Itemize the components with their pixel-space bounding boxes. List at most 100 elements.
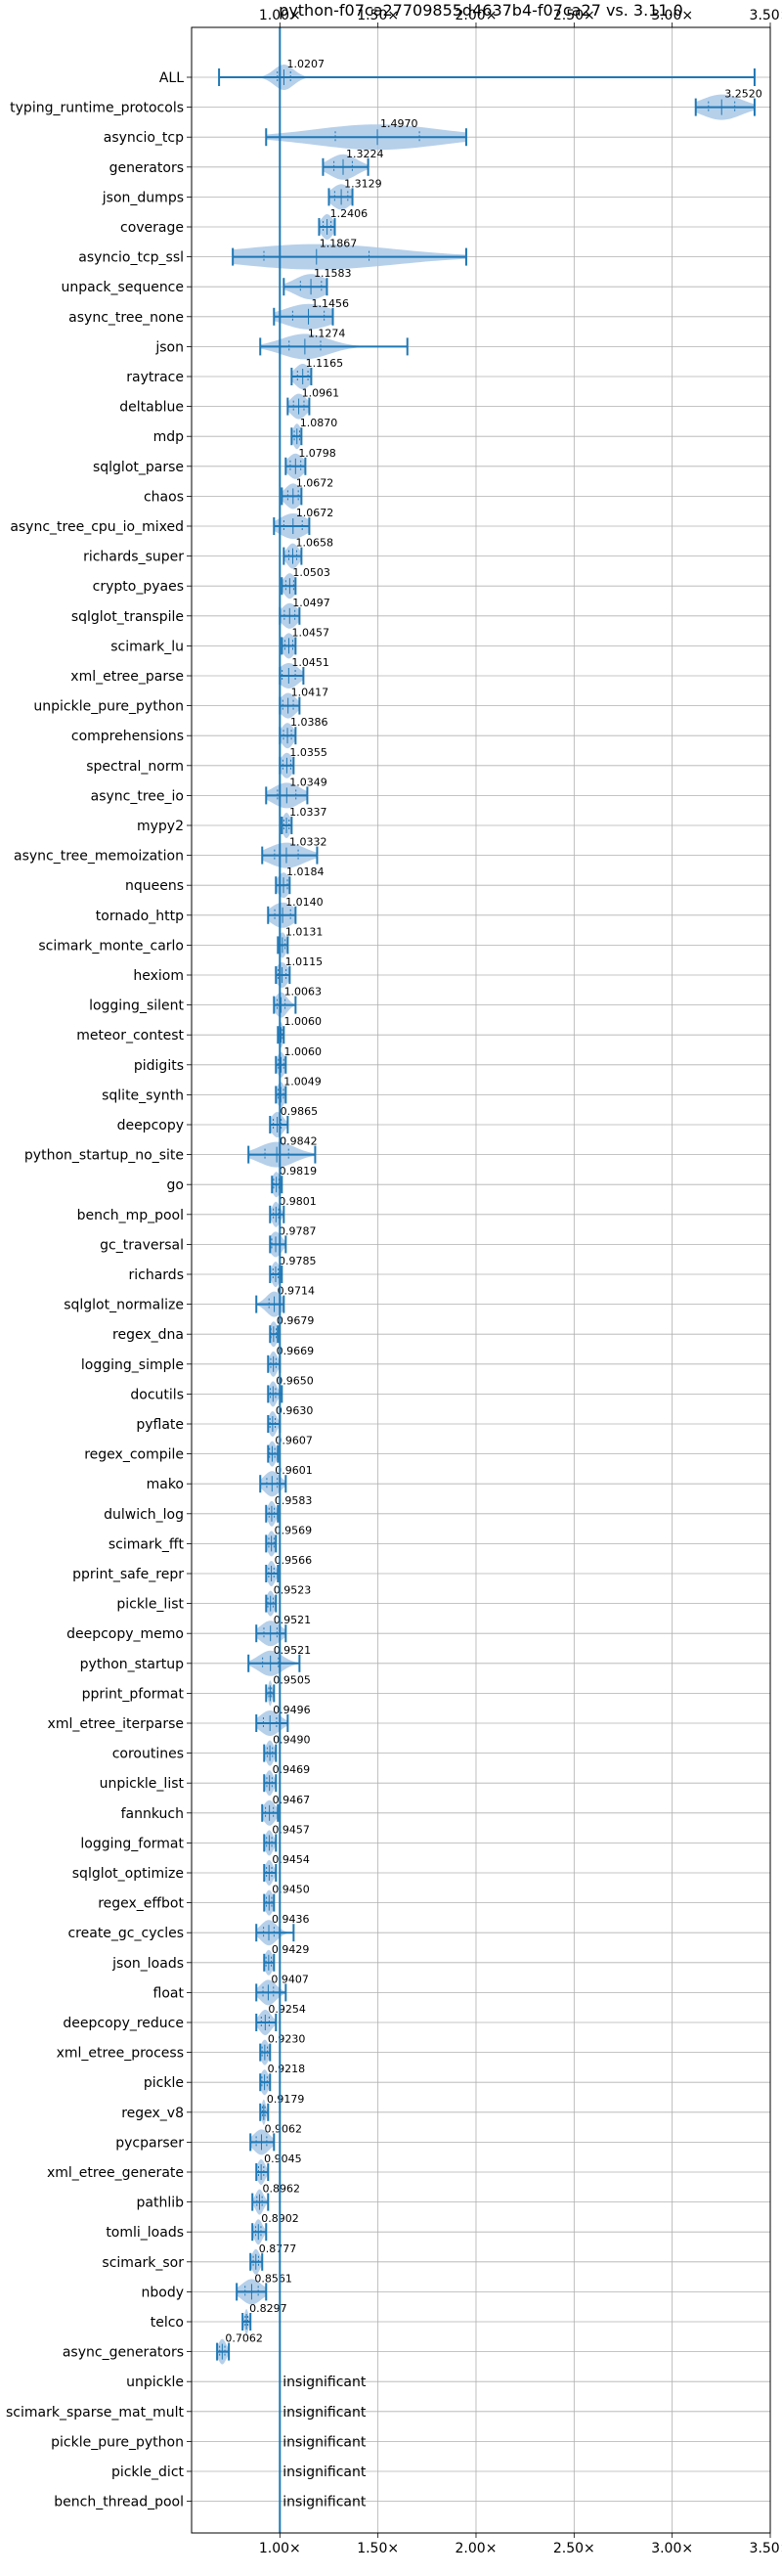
benchmark-label: asyncio_tcp	[104, 130, 184, 146]
benchmark-label: bench_thread_pool	[54, 2495, 184, 2510]
benchmark-label: nbody	[142, 2285, 185, 2300]
median-label: 0.9450	[272, 1884, 310, 1896]
benchmark-label: spectral_norm	[86, 759, 184, 775]
median-label: 1.3129	[344, 177, 382, 190]
chart-title: python-f07ca27709855d4637b4-f07ca27 vs. …	[279, 1, 683, 20]
insignificant-label: insignificant	[282, 2375, 367, 2390]
x-tick-label-bottom: 1.00×	[259, 2541, 301, 2556]
benchmark-label: sqlglot_optimize	[72, 1866, 184, 1882]
benchmark-label: regex_compile	[84, 1447, 184, 1463]
benchmark-label: regex_effbot	[98, 1896, 184, 1912]
median-label: 0.9787	[279, 1224, 317, 1237]
benchmark-label: deepcopy_reduce	[63, 2016, 184, 2031]
median-label: 0.9679	[277, 1314, 315, 1327]
median-label: 1.0672	[296, 476, 334, 489]
median-label: 1.0961	[302, 387, 340, 400]
median-label: 0.9467	[273, 1794, 311, 1806]
benchmark-label: unpickle_pure_python	[33, 699, 184, 715]
x-tick-label-bottom: 2.50×	[553, 2541, 595, 2556]
benchmark-label: scimark_sor	[102, 2255, 184, 2271]
median-label: 1.1274	[308, 327, 346, 339]
median-label: 0.8561	[254, 2272, 292, 2285]
median-label: 1.0355	[289, 746, 327, 759]
median-label: 1.0417	[291, 687, 329, 699]
median-label: 1.0115	[285, 955, 324, 968]
median-label: 0.9062	[264, 2122, 302, 2135]
median-label: 0.9045	[264, 2153, 302, 2165]
median-label: 0.9801	[279, 1195, 317, 1208]
median-label: 0.9436	[272, 1913, 310, 1926]
benchmark-label: dulwich_log	[104, 1507, 184, 1523]
x-tick-label-bottom: 3.50×	[750, 2541, 782, 2556]
benchmark-label: pidigits	[134, 1058, 184, 1074]
benchmark-label: python_startup_no_site	[24, 1148, 184, 1164]
benchmark-label: python_startup	[80, 1657, 184, 1672]
median-label: 0.9505	[273, 1673, 311, 1686]
benchmark-label: ALL	[159, 70, 184, 86]
benchmark-label: json_dumps	[102, 190, 184, 205]
median-label: 0.9601	[275, 1464, 313, 1477]
benchmark-label: gc_traversal	[100, 1237, 184, 1253]
median-label: 0.9429	[272, 1943, 310, 1956]
benchmark-label: regex_v8	[121, 2106, 184, 2121]
median-label: 0.8962	[262, 2183, 300, 2196]
median-label: 0.9865	[281, 1105, 319, 1118]
benchmark-label: xml_etree_parse	[70, 669, 184, 685]
benchmark-label: coverage	[120, 220, 184, 236]
median-label: 1.2406	[330, 207, 369, 220]
benchmark-label: pathlib	[137, 2196, 185, 2211]
median-label: 1.0658	[296, 537, 334, 550]
median-label: 1.0497	[292, 597, 330, 609]
x-tick-label-top: 2.50×	[553, 8, 595, 23]
median-label: 0.9469	[273, 1763, 311, 1776]
median-label: 1.0060	[284, 1045, 323, 1058]
benchmark-label: comprehensions	[71, 729, 184, 744]
benchmark-label: pprint_pformat	[82, 1686, 185, 1702]
median-label: 1.0386	[290, 716, 328, 729]
axes: 1.00× 1.00× 1.50× 1.50× 2.00× 2.00× 2.50× 2.50×…	[6, 8, 782, 2556]
median-label: 0.9569	[275, 1524, 313, 1536]
benchmark-label: mdp	[153, 429, 185, 445]
benchmark-label: fannkuch	[121, 1806, 184, 1822]
median-label: 0.8297	[249, 2302, 287, 2315]
benchmark-label: scimark_monte_carlo	[38, 938, 184, 954]
median-label: 1.0798	[298, 447, 336, 460]
benchmark-label: create_gc_cycles	[67, 1926, 184, 1941]
benchmark-label: scimark_lu	[110, 639, 184, 654]
median-label: 0.9454	[272, 1853, 310, 1866]
benchmark-label: docutils	[130, 1387, 184, 1402]
benchmark-label: scimark_sparse_mat_mult	[6, 2405, 184, 2421]
insignificant-label: insignificant	[282, 2465, 367, 2480]
median-label: 1.0503	[292, 566, 330, 579]
benchmark-label: mypy2	[137, 819, 184, 834]
benchmark-label: logging_silent	[89, 999, 184, 1014]
insignificant-label: insignificant	[282, 2434, 367, 2450]
median-label: 1.0184	[286, 866, 325, 878]
insignificant-label: insignificant	[282, 2495, 367, 2510]
benchmark-label: xml_etree_process	[57, 2046, 184, 2062]
benchmark-label: richards	[129, 1267, 185, 1283]
median-label: 0.9218	[268, 2063, 306, 2075]
median-label: 0.9457	[272, 1823, 310, 1836]
benchmark-label: deepcopy_memo	[66, 1626, 184, 1642]
benchmark-label: hexiom	[133, 968, 184, 984]
median-label: 0.9179	[267, 2093, 305, 2106]
benchmark-label: typing_runtime_protocols	[10, 101, 184, 116]
median-label: 1.3224	[346, 148, 384, 160]
benchmark-label: sqlglot_transpile	[71, 609, 184, 625]
median-label: 1.0337	[289, 806, 327, 819]
benchmark-label: pickle_pure_python	[51, 2434, 184, 2450]
benchmark-label: coroutines	[112, 1747, 184, 1762]
median-label: 1.0063	[284, 986, 323, 999]
benchmark-label: async_tree_none	[68, 310, 184, 326]
median-label: 1.1867	[320, 238, 358, 250]
benchmark-label: generators	[109, 160, 184, 176]
median-label: 1.0049	[283, 1075, 322, 1088]
benchmark-label: richards_super	[83, 550, 184, 565]
median-label: 0.9496	[273, 1704, 311, 1716]
median-label: 3.2520	[724, 88, 762, 101]
benchmark-label: chaos	[144, 489, 184, 505]
median-label: 0.9566	[275, 1554, 313, 1567]
median-label: 1.0451	[291, 656, 329, 669]
benchmark-label: nqueens	[125, 878, 184, 894]
